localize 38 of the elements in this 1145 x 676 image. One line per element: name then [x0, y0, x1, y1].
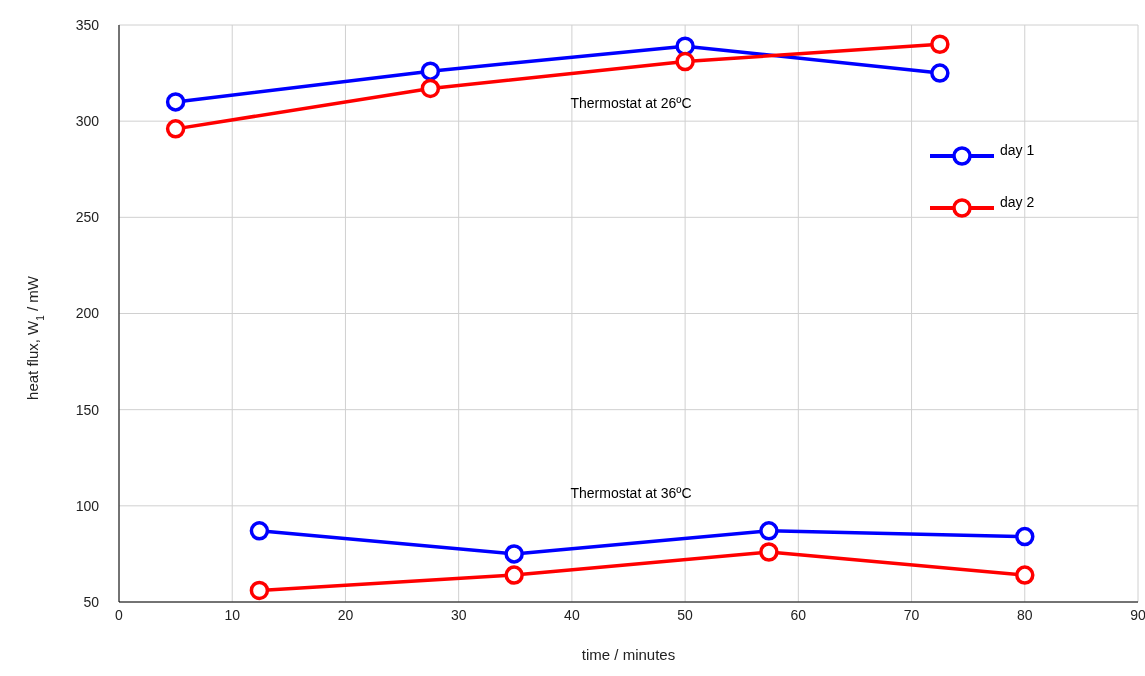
point	[249, 521, 270, 541]
point	[930, 34, 950, 54]
point	[504, 565, 524, 585]
point	[420, 61, 441, 81]
y-tick-label: 300	[75, 113, 100, 130]
y-tick-label: 250	[75, 209, 100, 226]
y-tick-label: 100	[75, 497, 100, 514]
x-tick-label: 50	[677, 606, 694, 623]
x-tick-label: 70	[903, 606, 920, 623]
legend-label: day 2	[1000, 194, 1035, 210]
point	[1015, 565, 1035, 585]
point	[420, 78, 441, 99]
annotation: Thermostat at 26ºC	[570, 95, 692, 111]
y-tick-label: 50	[83, 593, 100, 610]
x-tick-label: 60	[790, 606, 807, 623]
x-tick-label: 20	[337, 606, 354, 623]
y-tick-label: 200	[75, 305, 100, 322]
x-tick-label: 10	[224, 606, 241, 623]
x-tick-label: 90	[1130, 606, 1145, 623]
x-axis-title: time / minutes	[581, 646, 676, 663]
point	[249, 580, 270, 601]
point	[1015, 526, 1035, 547]
point	[675, 51, 695, 72]
point	[165, 119, 186, 139]
point	[675, 36, 695, 56]
x-tick-label: 80	[1016, 606, 1033, 623]
point	[759, 542, 779, 562]
y-tick-label: 350	[75, 16, 100, 33]
x-tick-label: 40	[564, 606, 580, 623]
point	[165, 92, 186, 112]
point	[759, 521, 779, 541]
legend-label: day 1	[1000, 142, 1035, 158]
x-tick-label: 30	[450, 606, 467, 623]
point	[930, 63, 950, 83]
annotation: Thermostat at 36ºC	[570, 485, 692, 501]
y-tick-label: 150	[75, 401, 100, 418]
x-tick-label: 0	[115, 606, 124, 623]
point	[504, 544, 524, 564]
